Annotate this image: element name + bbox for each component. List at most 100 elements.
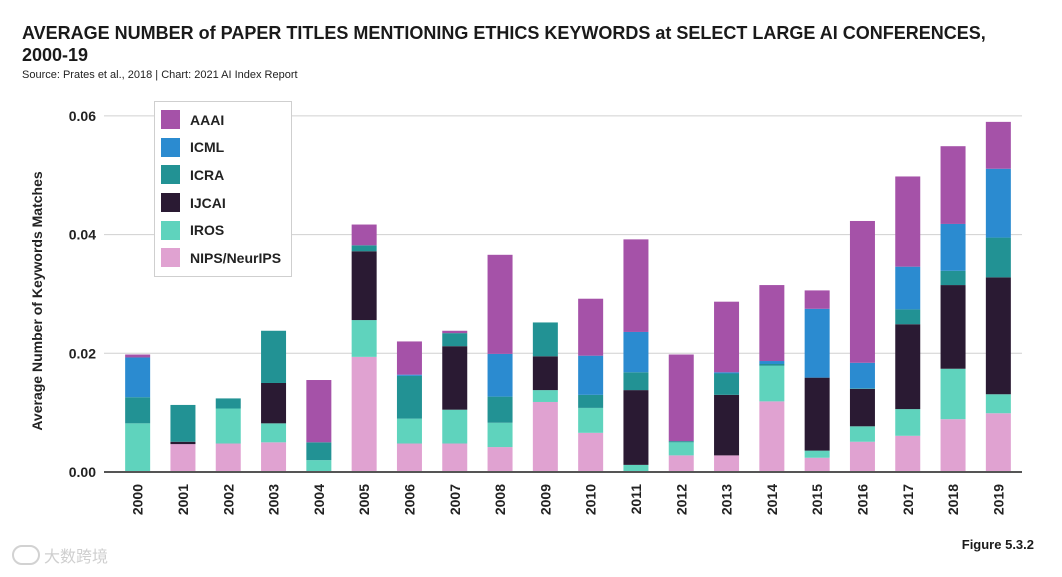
chart-legend: AAAI ICML ICRA IJCAI IROS NIPS/NeurIPS [154, 101, 292, 277]
x-tick-label: 2008 [492, 484, 508, 515]
bar-segment [396, 375, 422, 419]
bar-segment [940, 223, 966, 271]
bar-segment [849, 362, 875, 389]
bar-segment [849, 426, 875, 442]
legend-item: ICML [155, 134, 291, 162]
x-tick-label: 2006 [401, 484, 417, 515]
legend-label: ICML [190, 139, 225, 156]
bar-segment [759, 361, 785, 364]
bar-segment [396, 418, 422, 444]
watermark-logo-icon [12, 545, 40, 565]
bar-segment [396, 341, 422, 375]
bar-segment [714, 372, 740, 374]
legend-swatch [161, 248, 180, 268]
bar-segment [261, 442, 287, 472]
bar-segment [261, 423, 287, 443]
bar-segment [895, 309, 921, 325]
bar-segment [578, 355, 604, 395]
x-tick-label: 2003 [266, 484, 282, 515]
bar-segment [623, 331, 649, 373]
bar-segment [487, 422, 513, 448]
bar-segment [668, 354, 694, 442]
bar-segment [804, 457, 830, 472]
bar-segment [442, 346, 468, 410]
legend-swatch [161, 165, 180, 185]
bar-segment [125, 357, 151, 398]
bar-segment [306, 380, 332, 443]
legend-swatch [161, 193, 180, 213]
x-tick-label: 2000 [130, 484, 146, 515]
bar-segment [351, 224, 377, 246]
x-tick-label: 2005 [356, 484, 372, 515]
bar-segment [940, 146, 966, 224]
bar-segment [487, 447, 513, 472]
bar-segment [215, 408, 241, 444]
bar-segment [623, 372, 649, 391]
x-tick-label: 2014 [764, 484, 780, 515]
bar-segment [759, 365, 785, 402]
legend-swatch [161, 220, 180, 240]
y-axis-label: Average Number of Keywords Matches [29, 171, 45, 431]
figure-label: Figure 5.3.2 [961, 537, 1034, 552]
x-tick-label: 2015 [809, 484, 825, 515]
bar-segment [442, 330, 468, 334]
bar-segment [261, 382, 287, 424]
bar-segment [849, 388, 875, 389]
bar-segment [714, 373, 740, 395]
x-tick-label: 2013 [719, 484, 735, 515]
bar-segment [623, 239, 649, 332]
bar-segment [668, 441, 694, 443]
bar-segment [940, 368, 966, 420]
x-tick-label: 2017 [900, 484, 916, 515]
bar-segment [895, 409, 921, 436]
bar-segment [940, 285, 966, 369]
bar-segment [351, 356, 377, 472]
x-tick-label: 2009 [537, 484, 553, 515]
bar-segment [895, 176, 921, 267]
bar-segment [985, 168, 1011, 238]
bar-segment [985, 237, 1011, 278]
bar-segment [985, 121, 1011, 169]
bar-segment [532, 401, 558, 472]
bar-segment [261, 330, 287, 383]
bar-segment [306, 442, 332, 461]
legend-label: NIPS/NeurIPS [190, 249, 282, 266]
bar-segment [849, 441, 875, 472]
bar-segment [940, 270, 966, 286]
bar-segment [804, 308, 830, 378]
x-tick-label: 2010 [583, 484, 599, 515]
y-tick-label: 0.06 [69, 108, 96, 124]
chart-title: AVERAGE NUMBER of PAPER TITLES MENTIONIN… [22, 23, 986, 65]
bar-segment [804, 377, 830, 451]
legend-label: AAAI [190, 111, 225, 128]
bar-segment [532, 322, 558, 357]
bar-segment [170, 404, 196, 442]
legend-item: ICRA [155, 161, 291, 189]
x-tick-label: 2019 [990, 484, 1006, 515]
bar-segment [170, 444, 196, 472]
bar-segment [623, 464, 649, 472]
y-tick-label: 0.04 [69, 227, 96, 243]
bar-segment [125, 397, 151, 424]
watermark: 大数跨境 [12, 543, 108, 567]
x-tick-label: 2004 [311, 484, 327, 515]
bar-segment [985, 413, 1011, 472]
bar-segment [849, 388, 875, 427]
bar-segment [487, 254, 513, 354]
bar-segment [714, 455, 740, 472]
bar-segment [351, 320, 377, 357]
legend-label: ICRA [190, 166, 225, 183]
bar-segment [578, 298, 604, 356]
bar-segment [759, 285, 785, 362]
x-tick-label: 2016 [854, 484, 870, 515]
bar-segment [125, 423, 151, 472]
legend-label: IJCAI [190, 194, 226, 211]
legend-item: NIPS/NeurIPS [155, 244, 291, 272]
bar-segment [170, 441, 196, 445]
legend-item: IROS [155, 216, 291, 244]
bar-segment [125, 354, 151, 358]
bar-segment [578, 407, 604, 433]
chart-source: Source: Prates et al., 2018 | Chart: 202… [22, 69, 298, 81]
bar-segment [442, 409, 468, 444]
